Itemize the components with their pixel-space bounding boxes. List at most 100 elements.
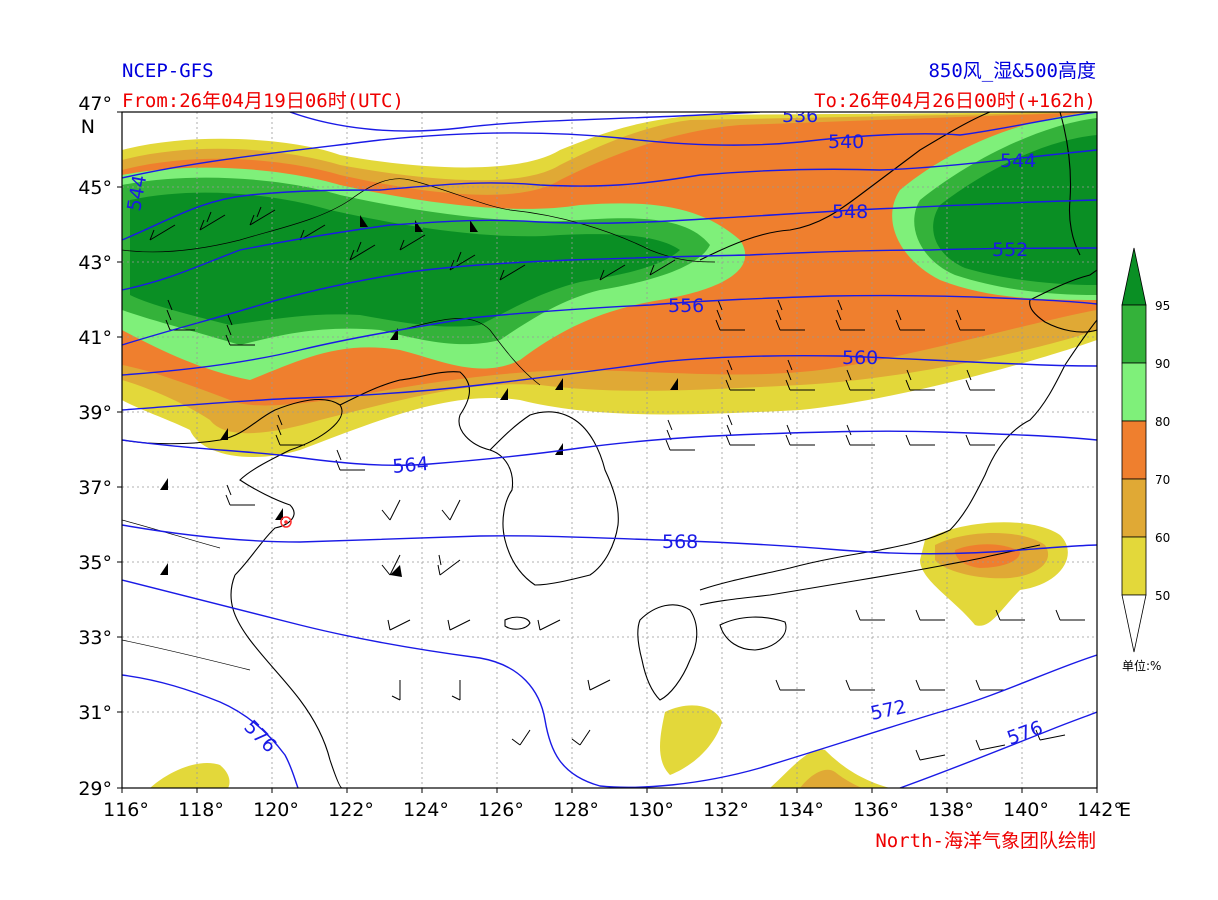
contour-568 bbox=[122, 524, 1097, 555]
colorbar: 95 90 80 70 60 50 单位:% bbox=[1121, 247, 1170, 673]
contour-label: 572 bbox=[868, 696, 908, 725]
rh-blob-kyushu-50 bbox=[660, 705, 722, 775]
primorye-coast bbox=[699, 112, 991, 261]
country-borders bbox=[122, 178, 716, 671]
colorbar-label: 70 bbox=[1155, 473, 1170, 487]
lon-label: 140° bbox=[1003, 799, 1049, 821]
lon-label: 126° bbox=[478, 799, 524, 821]
product-title: 850风_湿&500高度 bbox=[928, 60, 1096, 82]
contour-556 bbox=[122, 294, 1097, 376]
credit-label: North-海洋气象团队绘制 bbox=[875, 830, 1096, 852]
colorbar-label: 60 bbox=[1155, 531, 1170, 545]
lon-unit-label: E bbox=[1119, 799, 1131, 821]
lon-label: 122° bbox=[328, 799, 374, 821]
lon-label: 134° bbox=[778, 799, 824, 821]
lon-label: 130° bbox=[628, 799, 674, 821]
longitude-labels: 116° 118° 120° 122° 124° 126° 128° 130° … bbox=[103, 799, 1131, 821]
rh-band-95 bbox=[130, 192, 680, 327]
sakhalin bbox=[1059, 112, 1081, 256]
korea-peninsula bbox=[489, 411, 619, 586]
rh-blob-sw-50 bbox=[150, 762, 230, 788]
colorbar-label: 80 bbox=[1155, 415, 1170, 429]
contour-label: 576 bbox=[1004, 717, 1046, 750]
contour-552 bbox=[122, 247, 1097, 346]
jeju-island bbox=[504, 616, 531, 630]
lon-label: 128° bbox=[553, 799, 599, 821]
lat-label: 47° bbox=[78, 93, 112, 115]
contour-label: 552 bbox=[992, 239, 1028, 261]
honshu-south bbox=[699, 544, 1041, 606]
colorbar-segment-50-60 bbox=[1121, 536, 1147, 596]
lat-label: 31° bbox=[78, 702, 112, 724]
contour-label: 540 bbox=[828, 131, 864, 153]
hokkaido bbox=[1029, 269, 1097, 333]
bohai-coast bbox=[122, 399, 343, 576]
contour-560 bbox=[122, 354, 1097, 411]
lat-label: 43° bbox=[78, 252, 112, 274]
colorbar-segment-60-70 bbox=[1121, 478, 1147, 538]
lat-label: 45° bbox=[78, 177, 112, 199]
colorbar-label: 50 bbox=[1155, 589, 1170, 603]
latitude-labels: 47° N 45° 43° 41° 39° 37° 35° 33° 31° 29… bbox=[78, 93, 112, 800]
shikoku bbox=[719, 616, 787, 651]
contour-label: 568 bbox=[662, 531, 698, 553]
liaodong-coast bbox=[339, 371, 491, 451]
lon-label: 116° bbox=[103, 799, 149, 821]
contour-576-west bbox=[122, 674, 299, 788]
map-area: 536 540 544 544 548 552 556 560 564 568 … bbox=[122, 105, 1097, 788]
map-frame bbox=[121, 111, 1098, 789]
contour-label: 576 bbox=[239, 716, 280, 757]
humidity-shading bbox=[122, 112, 1097, 788]
wind-flags bbox=[160, 215, 678, 577]
lat-label: 37° bbox=[78, 477, 112, 499]
init-time: From:26年04月19日06时(UTC) bbox=[122, 90, 404, 112]
lat-label: 29° bbox=[78, 778, 112, 800]
china-east-coast bbox=[230, 574, 343, 788]
kyushu bbox=[637, 604, 698, 701]
contour-576-east bbox=[899, 711, 1097, 788]
contour-label: 544 bbox=[1000, 150, 1036, 172]
coastlines bbox=[122, 112, 1097, 788]
colorbar-segment-70-80 bbox=[1121, 420, 1147, 480]
height-contours bbox=[122, 112, 1097, 788]
honshu bbox=[699, 319, 1097, 591]
lon-label: 142° bbox=[1077, 799, 1123, 821]
lon-label: 138° bbox=[928, 799, 974, 821]
contour-536 bbox=[289, 112, 761, 132]
axis-ticks bbox=[117, 111, 1098, 793]
contour-544 bbox=[122, 149, 1097, 241]
location-marker bbox=[280, 516, 292, 528]
lat-label: 35° bbox=[78, 552, 112, 574]
rh-blob-south-60 bbox=[800, 769, 862, 788]
contour-label: 548 bbox=[832, 201, 868, 223]
contour-548 bbox=[122, 199, 1097, 291]
colorbar-bottom-arrow bbox=[1121, 594, 1147, 653]
lat-unit-label: N bbox=[81, 116, 95, 138]
contour-564 bbox=[122, 430, 1097, 466]
colorbar-unit: 单位:% bbox=[1122, 658, 1161, 673]
colorbar-label: 90 bbox=[1155, 357, 1170, 371]
lon-label: 120° bbox=[253, 799, 299, 821]
contour-label: 536 bbox=[782, 105, 818, 127]
colorbar-segment-80-90 bbox=[1121, 362, 1147, 422]
lon-label: 132° bbox=[703, 799, 749, 821]
lon-label: 136° bbox=[853, 799, 899, 821]
lon-label: 118° bbox=[178, 799, 224, 821]
lon-label: 124° bbox=[403, 799, 449, 821]
colorbar-label: 95 bbox=[1155, 299, 1170, 313]
rh-blob-south-50 bbox=[770, 749, 890, 788]
model-title: NCEP-GFS bbox=[122, 60, 214, 82]
wind-barbs bbox=[149, 206, 1085, 761]
colorbar-segment-90-95 bbox=[1121, 304, 1147, 364]
valid-time: To:26年04月26日00时(+162h) bbox=[814, 90, 1096, 112]
contour-540 bbox=[122, 112, 1097, 179]
contour-label: 556 bbox=[668, 295, 704, 317]
contour-label: 564 bbox=[392, 453, 430, 478]
lat-label: 41° bbox=[78, 327, 112, 349]
colorbar-top-arrow bbox=[1121, 247, 1147, 306]
lat-label: 39° bbox=[78, 402, 112, 424]
contour-label: 560 bbox=[842, 347, 878, 369]
contour-572 bbox=[122, 579, 1097, 788]
lat-label: 33° bbox=[78, 627, 112, 649]
